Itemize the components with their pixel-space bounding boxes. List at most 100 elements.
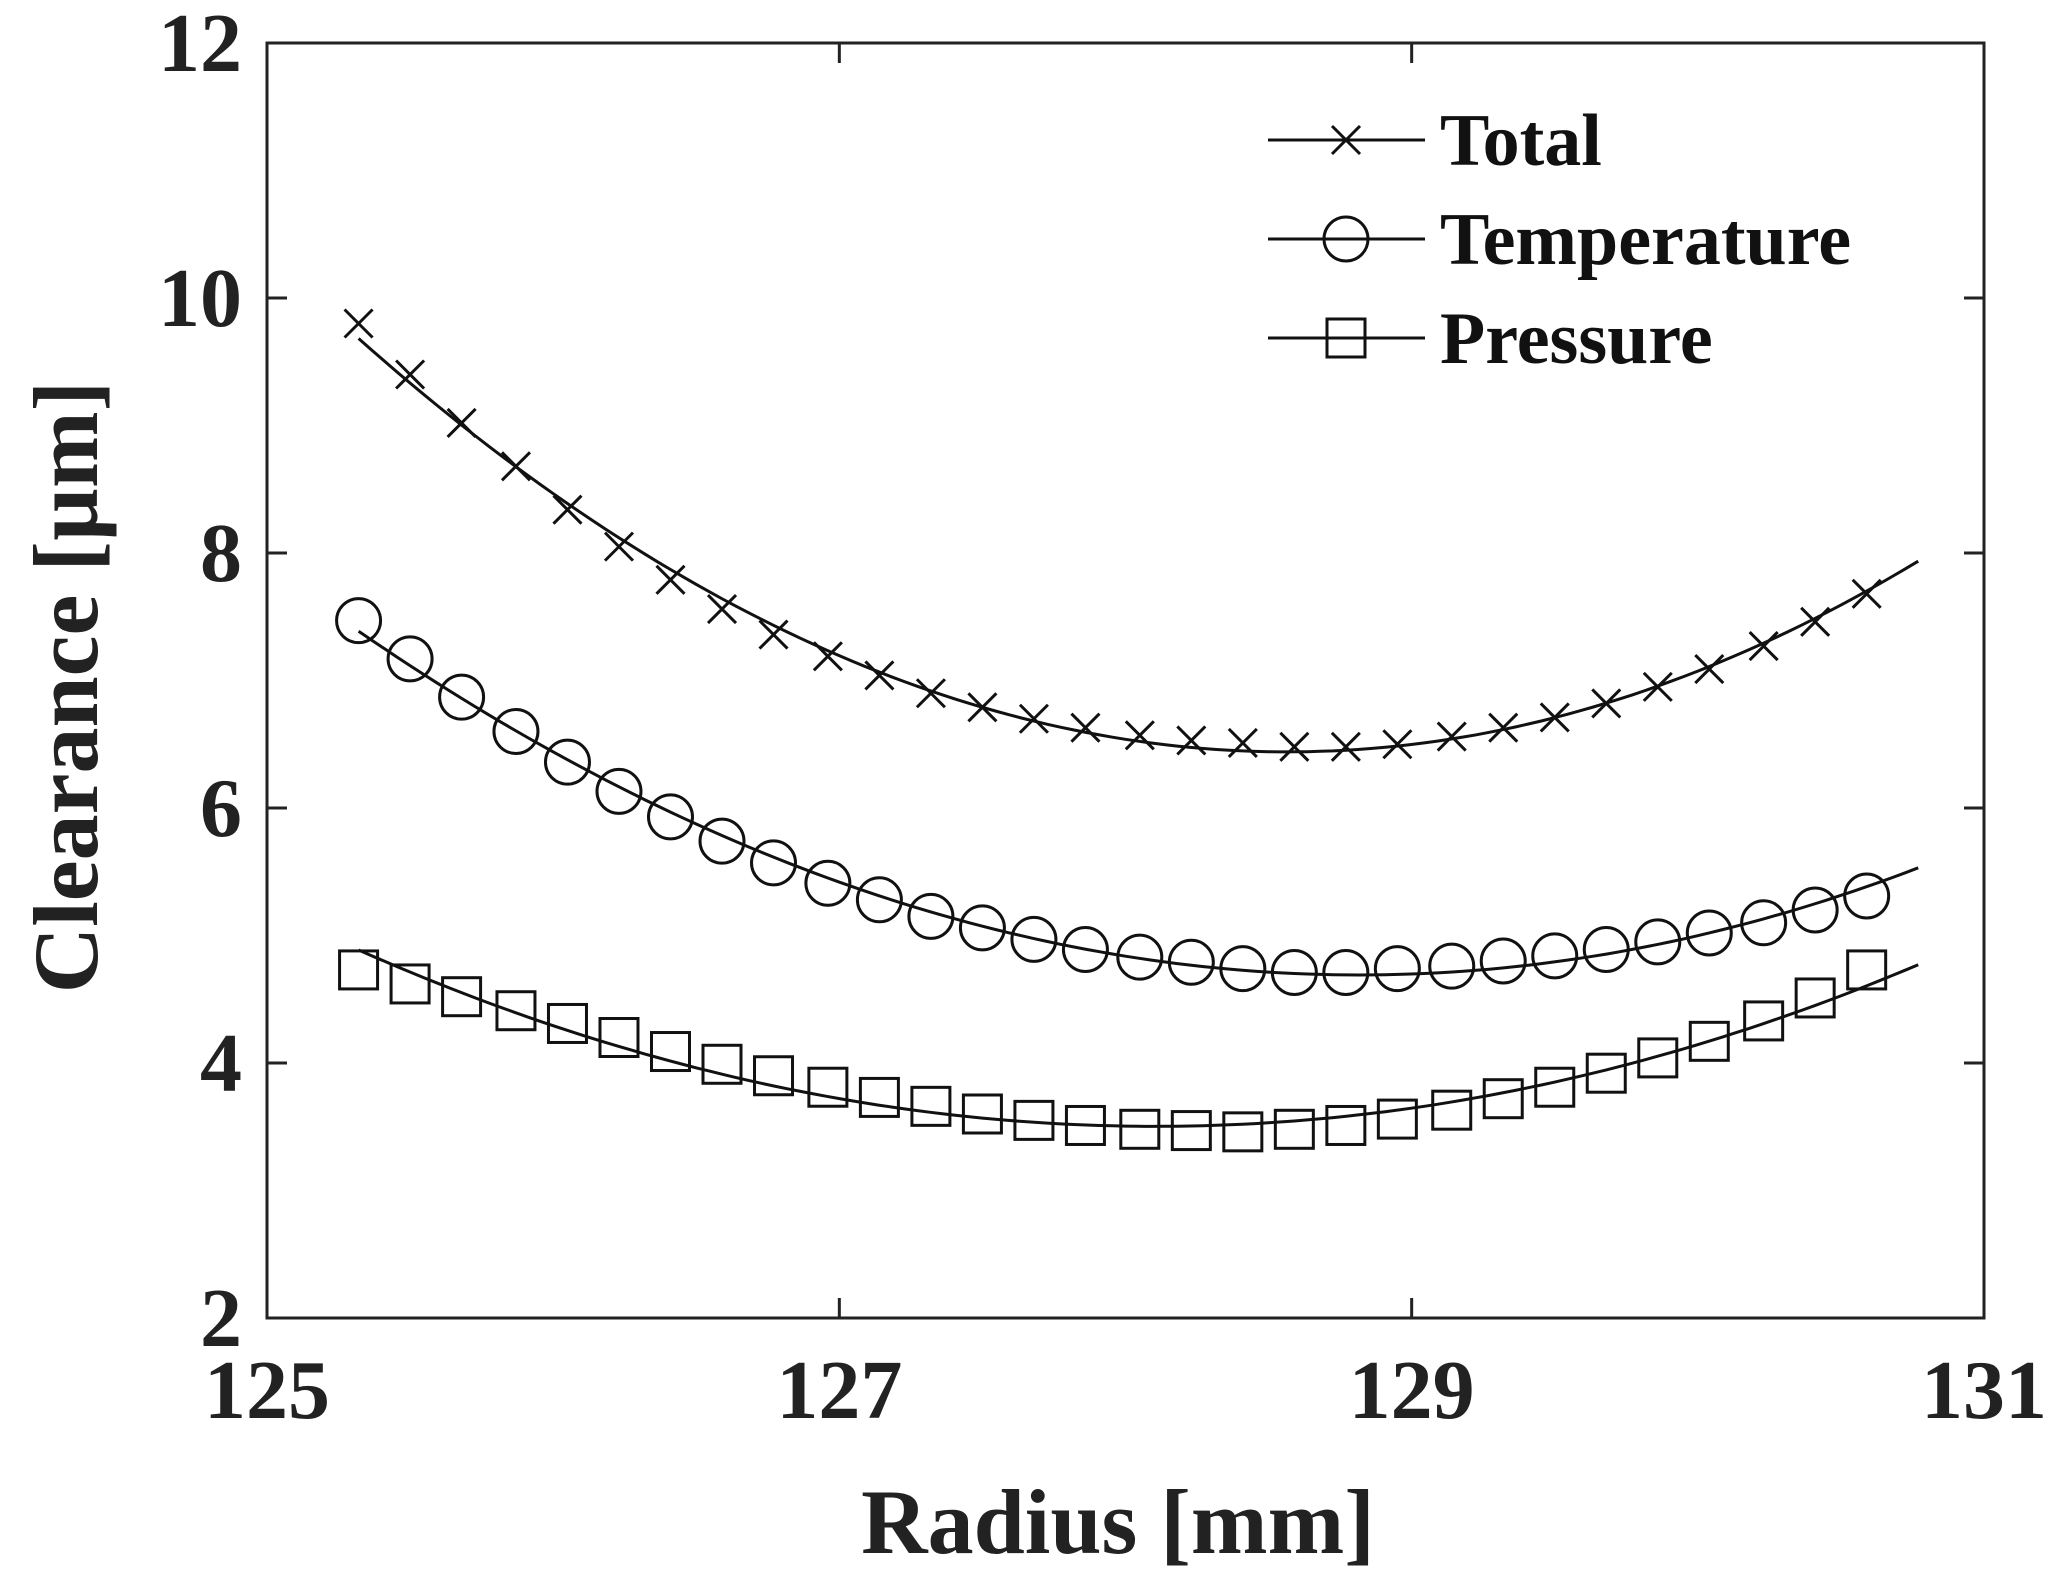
data-point (655, 564, 686, 595)
legend-label: Total (1440, 100, 1602, 182)
data-point (1382, 729, 1413, 760)
data-point (1843, 872, 1891, 920)
data-point (750, 839, 798, 887)
data-point (1373, 945, 1421, 993)
legend-marker (1330, 124, 1362, 156)
data-point (958, 904, 1006, 952)
series-pressure (338, 948, 1919, 1153)
data-point (595, 767, 643, 815)
y-tick-label: 2 (200, 1272, 242, 1365)
data-point (804, 859, 852, 907)
y-tick-label: 10 (158, 252, 242, 345)
data-point (1222, 1111, 1264, 1153)
data-point (812, 641, 843, 672)
x-tick-label: 127 (776, 1344, 902, 1437)
data-point (646, 793, 694, 841)
data-point (855, 876, 903, 924)
legend-label: Pressure (1440, 298, 1713, 380)
data-point (1431, 1089, 1473, 1131)
data-point (1013, 1099, 1055, 1141)
data-point (858, 1076, 900, 1118)
data-point (1740, 899, 1788, 947)
data-point (1642, 671, 1673, 702)
data-point (1685, 909, 1733, 957)
series-line (357, 629, 1919, 977)
legend-label: Temperature (1440, 199, 1851, 281)
data-point (338, 949, 380, 991)
data-point (961, 1093, 1003, 1135)
data-point (1488, 712, 1519, 743)
data-point (649, 1031, 691, 1073)
y-tick-label: 8 (200, 507, 242, 600)
data-point (1637, 1037, 1679, 1079)
data-point (389, 963, 431, 1005)
data-point (500, 451, 532, 482)
data-point (1124, 720, 1155, 751)
plot-frame (265, 41, 1986, 1320)
data-point (1061, 926, 1109, 974)
data-point (1227, 727, 1258, 759)
series-temperature (335, 597, 1919, 996)
y-axis-label: Clearance [µm] (15, 381, 117, 993)
series-total (343, 308, 1919, 762)
data-point (807, 1066, 849, 1108)
data-point (1851, 578, 1882, 609)
data-point (1064, 1104, 1106, 1146)
legend-item-total: Total (1268, 100, 1602, 182)
data-point (1436, 721, 1467, 752)
data-point (1176, 725, 1207, 756)
data-point (335, 597, 383, 645)
data-point (1018, 703, 1049, 734)
data-point (698, 817, 746, 865)
data-point (1010, 915, 1058, 963)
data-point (1325, 1104, 1367, 1146)
legend: Total Temperature Pressure (1268, 100, 1851, 380)
legend-marker (1322, 215, 1370, 263)
data-point (1070, 712, 1101, 743)
data-point (343, 308, 374, 339)
y-tick-label: 6 (200, 762, 242, 855)
data-point (1800, 606, 1831, 637)
x-tick-label: 125 (204, 1344, 330, 1437)
data-point (1743, 1000, 1785, 1042)
data-point (758, 619, 789, 650)
x-axis-label: Radius [mm] (861, 1471, 1375, 1573)
data-point (1688, 1020, 1730, 1062)
data-point (603, 531, 635, 562)
legend-item-temperature: Temperature (1268, 199, 1851, 281)
data-point (1322, 948, 1370, 996)
data-point (1279, 731, 1310, 762)
data-point (1585, 1052, 1627, 1094)
data-point (1694, 653, 1725, 685)
data-point (1170, 1110, 1212, 1152)
data-point (1531, 932, 1579, 980)
data-point (1270, 948, 1318, 996)
data-point (492, 708, 540, 755)
data-point (386, 635, 434, 683)
data-point (1582, 926, 1630, 974)
axes: 125 127 129 131 2 4 6 8 10 12 (158, 0, 2047, 1437)
data-point (1534, 1066, 1576, 1108)
x-tick-label: 129 (1349, 1344, 1475, 1437)
data-point (864, 660, 895, 691)
legend-marker (1325, 317, 1367, 359)
data-point (1119, 1108, 1161, 1150)
series-line (357, 337, 1919, 754)
data-point (495, 990, 537, 1032)
data-point (438, 673, 486, 721)
data-point (1539, 702, 1570, 733)
data-point (441, 976, 483, 1018)
data-point (701, 1043, 743, 1085)
data-point (1634, 918, 1682, 966)
data-point (1376, 1098, 1418, 1140)
data-point (1748, 631, 1779, 662)
data-point (1219, 945, 1267, 993)
data-point (1591, 688, 1622, 719)
data-point (446, 407, 477, 439)
data-point (907, 892, 955, 940)
data-point (552, 494, 583, 525)
series-line (357, 948, 1919, 1128)
data-point (910, 1085, 952, 1127)
data-point (1330, 731, 1361, 762)
